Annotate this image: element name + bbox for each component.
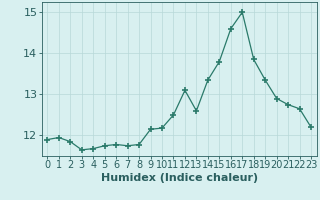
X-axis label: Humidex (Indice chaleur): Humidex (Indice chaleur) [100, 173, 258, 183]
